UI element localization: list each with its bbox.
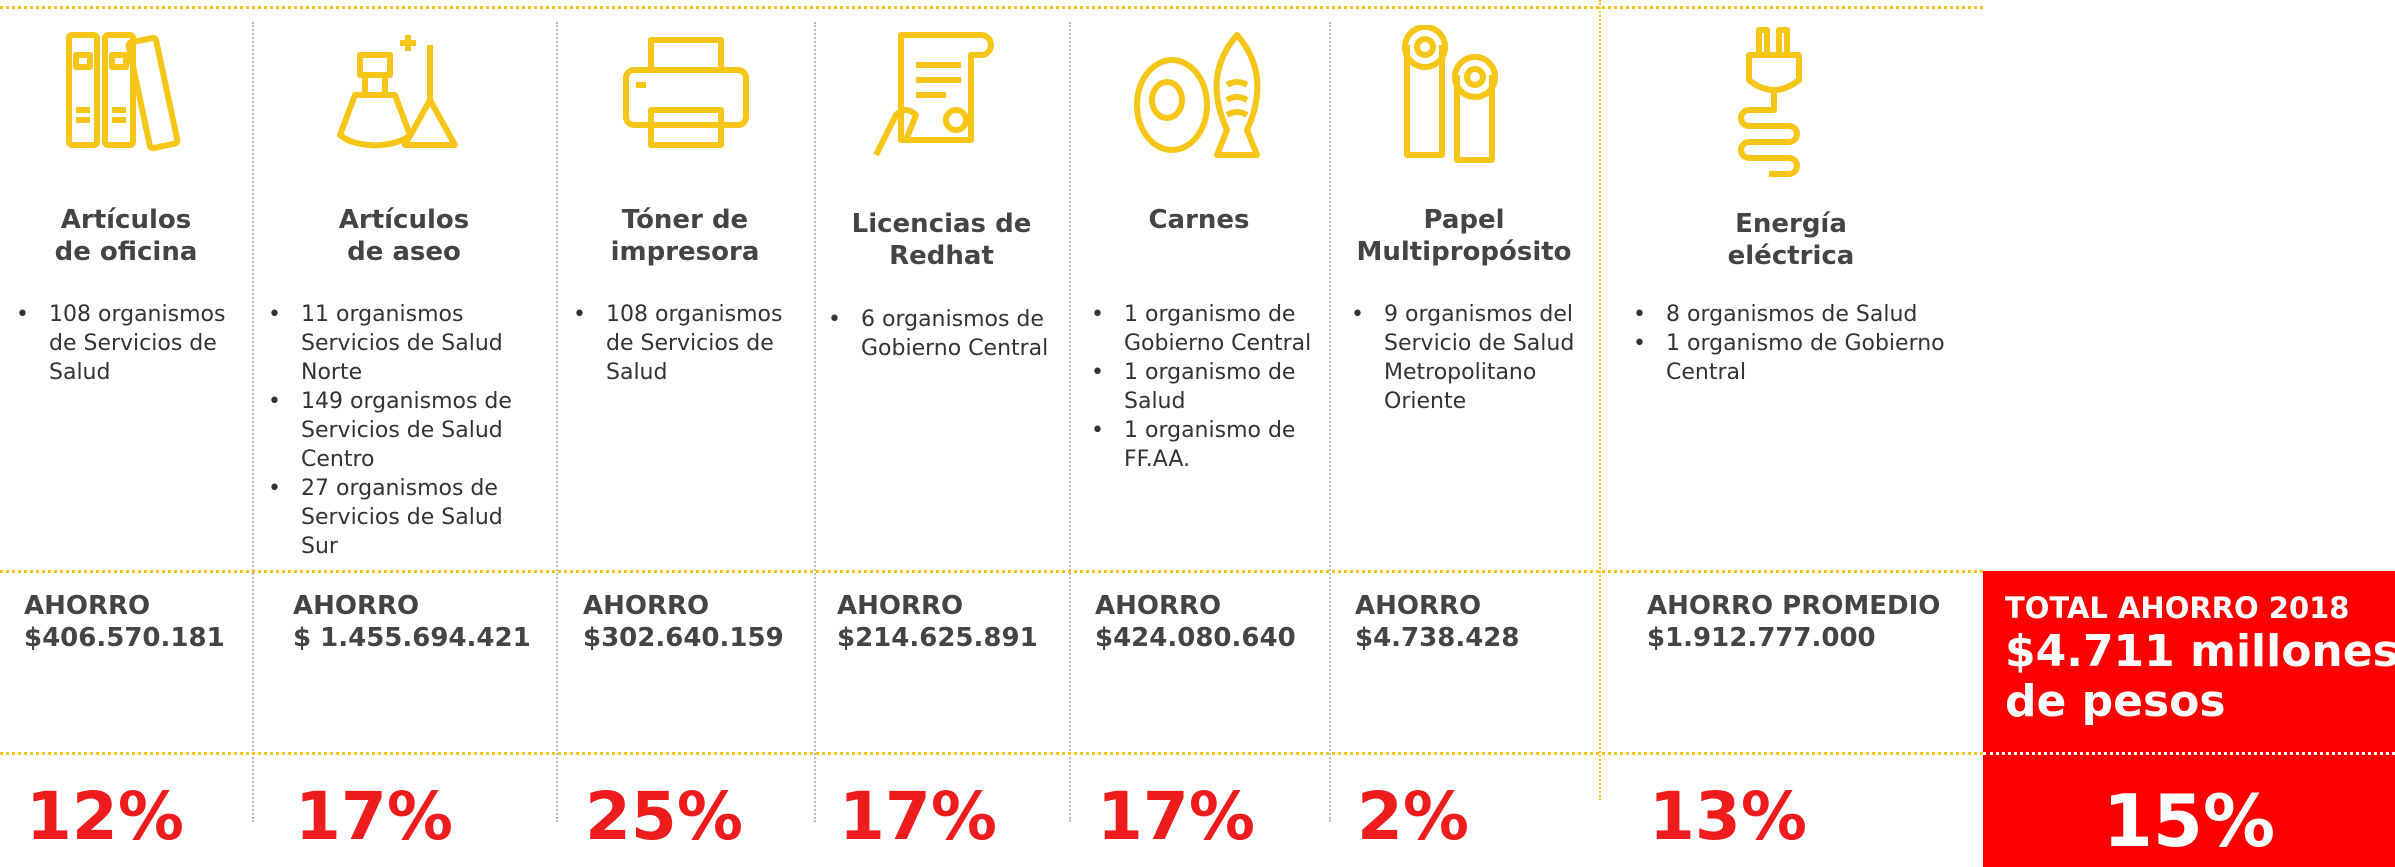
divider (1069, 22, 1071, 822)
bullet: 1 organismo de Gobierno Central (1633, 329, 1969, 387)
column-title: Tóner de impresora (556, 204, 814, 268)
savings-amount: $424.080.640 (1095, 623, 1296, 653)
divider (0, 6, 1983, 9)
savings-label: AHORRO (293, 591, 420, 621)
total-box: TOTAL AHORRO 2018 $4.711 millones de pesos… (1983, 571, 2395, 867)
bullet: 8 organismos de Salud (1633, 300, 1969, 329)
bullet-list: 108 organismos de Servicios de Salud (573, 300, 800, 387)
divider (1329, 22, 1331, 822)
total-amount: de pesos (2005, 676, 2226, 727)
total-amount: $4.711 millones (2005, 626, 2395, 677)
bullet: 108 organismos de Servicios de Salud (16, 300, 238, 387)
percent: 2% (1357, 778, 1470, 855)
icon (1134, 32, 1261, 158)
bullet: 1 organismo de Salud (1091, 358, 1315, 416)
total-label: TOTAL AHORRO 2018 (2005, 591, 2350, 625)
divider (556, 22, 558, 822)
title-line: Carnes (1148, 205, 1250, 235)
savings-amount: $4.738.428 (1355, 623, 1520, 653)
title-line: Energía (1735, 209, 1847, 239)
column-title: Carnes (1069, 204, 1329, 236)
title-line: Artículos (338, 205, 470, 235)
title-line: de aseo (347, 237, 461, 267)
icon (1738, 27, 1802, 177)
percent: 17% (1097, 778, 1255, 855)
column-title: Artículos de oficina (0, 204, 252, 268)
column-title: Artículos de aseo (252, 204, 556, 268)
bullet-list: 108 organismos de Servicios de Salud (16, 300, 238, 387)
column-title: Energía eléctrica (1599, 208, 1983, 272)
title-line: Artículos (60, 205, 192, 235)
bullet: 1 organismo de Gobierno Central (1091, 300, 1315, 358)
icon (873, 32, 994, 157)
title-line: Redhat (889, 241, 994, 271)
bullet: 6 organismos de Gobierno Central (828, 305, 1055, 363)
percent: 17% (295, 778, 453, 855)
title-line: eléctrica (1727, 241, 1855, 271)
bullet: 9 organismos del Servicio de Salud Metro… (1351, 300, 1585, 416)
divider (252, 22, 254, 822)
savings-amount: $406.570.181 (24, 623, 225, 653)
savings-label: AHORRO (1095, 591, 1222, 621)
icon (623, 37, 749, 148)
column-title: Papel Multipropósito (1329, 204, 1599, 268)
title-line: Papel (1423, 205, 1505, 235)
savings-label: AHORRO (837, 591, 964, 621)
divider (0, 752, 1983, 755)
column-title: Licencias de Redhat (814, 208, 1069, 272)
title-line: Licencias de (851, 209, 1032, 239)
savings-amount: $1.912.777.000 (1647, 623, 1876, 653)
title-line: de oficina (54, 237, 198, 267)
bullet-list: 8 organismos de Salud1 organismo de Gobi… (1633, 300, 1969, 387)
divider (0, 570, 1983, 573)
title-line: Tóner de (621, 205, 749, 235)
bullet: 27 organismos de Servicios de Salud Sur (268, 474, 542, 561)
bullet: 149 organismos de Servicios de Salud Cen… (268, 387, 542, 474)
bullet-list: 9 organismos del Servicio de Salud Metro… (1351, 300, 1585, 416)
icon (337, 35, 458, 149)
bullet-list: 1 organismo de Gobierno Central1 organis… (1091, 300, 1315, 474)
total-divider (1983, 752, 2395, 755)
icon (66, 32, 181, 152)
title-line: Multipropósito (1356, 237, 1572, 267)
divider (1599, 0, 1601, 800)
percent: 13% (1649, 778, 1807, 855)
bullet: 11 organismos Servicios de Salud Norte (268, 300, 542, 387)
percent: 17% (839, 778, 997, 855)
divider (814, 22, 816, 822)
savings-amount: $302.640.159 (583, 623, 784, 653)
bullet: 108 organismos de Servicios de Salud (573, 300, 800, 387)
bullet: 1 organismo de FF.AA. (1091, 416, 1315, 474)
percent: 25% (585, 778, 743, 855)
bullet-list: 6 organismos de Gobierno Central (828, 305, 1055, 363)
icon (1402, 25, 1498, 163)
title-line: impresora (610, 237, 760, 267)
savings-label: AHORRO (583, 591, 710, 621)
savings-amount: $ 1.455.694.421 (293, 623, 531, 653)
total-percent: 15% (2102, 779, 2276, 863)
savings-amount: $214.625.891 (837, 623, 1038, 653)
savings-label: AHORRO (24, 591, 151, 621)
savings-label: AHORRO PROMEDIO (1647, 591, 1941, 621)
bullet-list: 11 organismos Servicios de Salud Norte14… (268, 300, 542, 561)
percent: 12% (26, 778, 184, 855)
savings-label: AHORRO (1355, 591, 1482, 621)
